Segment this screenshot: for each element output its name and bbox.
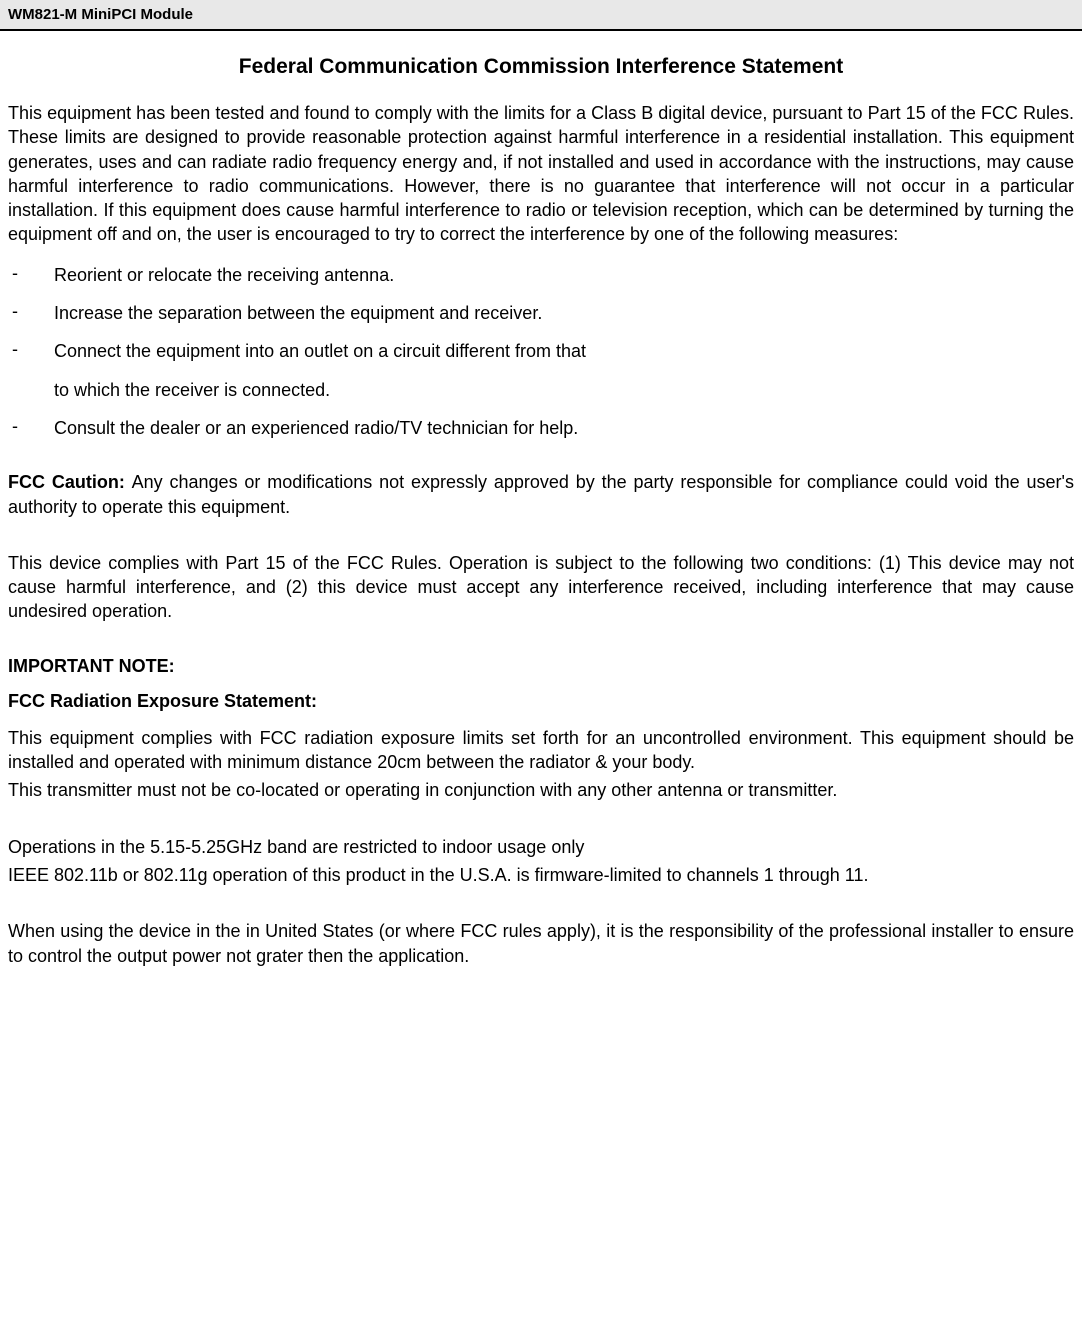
document-content: Federal Communication Commission Interfe… bbox=[0, 31, 1082, 996]
page-title: Federal Communication Commission Interfe… bbox=[8, 55, 1074, 79]
bullet-continuation: to which the receiver is connected. bbox=[8, 378, 1074, 402]
bullet-item: - Increase the separation between the eq… bbox=[8, 301, 1074, 325]
ops-restrict-paragraph: Operations in the 5.15-5.25GHz band are … bbox=[8, 835, 1074, 859]
bullet-text: Connect the equipment into an outlet on … bbox=[54, 339, 1074, 363]
ieee-note-paragraph: IEEE 802.11b or 802.11g operation of thi… bbox=[8, 863, 1074, 887]
bullet-item: - Reorient or relocate the receiving ant… bbox=[8, 263, 1074, 287]
fcc-caution-label: FCC Caution: bbox=[8, 472, 132, 492]
radiation-heading: FCC Radiation Exposure Statement: bbox=[8, 691, 1074, 712]
radiation-paragraph-2: This transmitter must not be co-located … bbox=[8, 778, 1074, 802]
fcc-caution-text: Any changes or modifications not express… bbox=[8, 472, 1074, 516]
part15-paragraph: This device complies with Part 15 of the… bbox=[8, 551, 1074, 624]
bullet-text: Reorient or relocate the receiving anten… bbox=[54, 263, 1074, 287]
bullet-dash-icon: - bbox=[8, 416, 54, 440]
us-note-paragraph: When using the device in the in United S… bbox=[8, 919, 1074, 968]
bullet-item: - Connect the equipment into an outlet o… bbox=[8, 339, 1074, 363]
bullet-dash-icon: - bbox=[8, 263, 54, 287]
bullet-dash-icon: - bbox=[8, 301, 54, 325]
bullet-item: - Consult the dealer or an experienced r… bbox=[8, 416, 1074, 440]
fcc-caution-paragraph: FCC Caution: Any changes or modification… bbox=[8, 470, 1074, 519]
radiation-paragraph-1: This equipment complies with FCC radiati… bbox=[8, 726, 1074, 775]
important-note-heading: IMPORTANT NOTE: bbox=[8, 656, 1074, 677]
document-header-title: WM821-M MiniPCI Module bbox=[8, 6, 193, 23]
document-header-bar: WM821-M MiniPCI Module bbox=[0, 0, 1082, 31]
bullet-dash-icon: - bbox=[8, 339, 54, 363]
intro-paragraph: This equipment has been tested and found… bbox=[8, 101, 1074, 247]
bullet-text: Consult the dealer or an experienced rad… bbox=[54, 416, 1074, 440]
bullet-text: Increase the separation between the equi… bbox=[54, 301, 1074, 325]
